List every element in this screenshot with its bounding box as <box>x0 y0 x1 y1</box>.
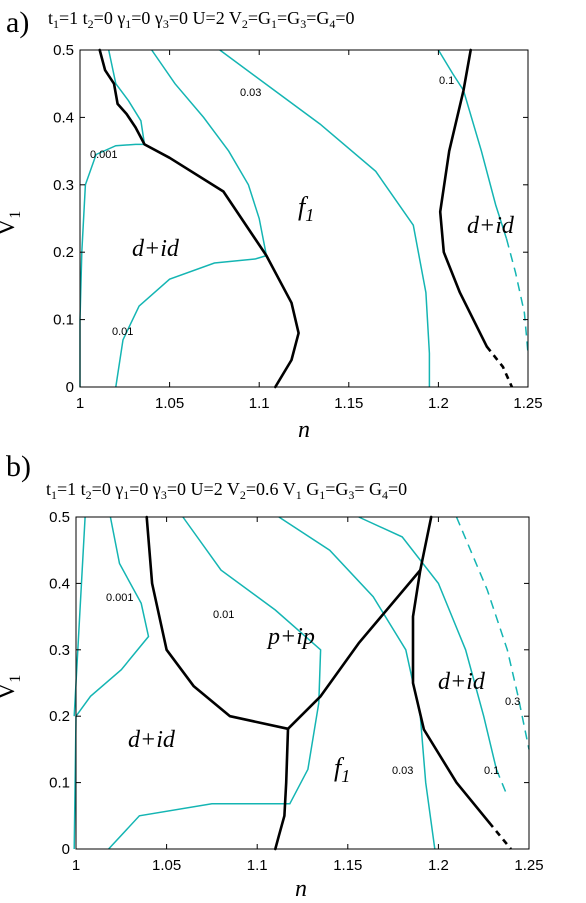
y-tick-label-a-3: 0.3 <box>53 177 74 194</box>
x-tick-label-a-1: 1.05 <box>155 395 184 412</box>
y-tick-label-b-5: 0.5 <box>49 509 70 526</box>
region-label-b-did-left: d+id <box>128 727 176 753</box>
phase-boundary-b-4 <box>411 568 491 824</box>
x-tick-label-b-0: 1 <box>72 857 80 874</box>
contour-label-a-003: 0.03 <box>240 87 261 99</box>
y-tick-label-b-3: 0.3 <box>49 642 70 659</box>
y-tick-label-b-2: 0.2 <box>49 708 70 725</box>
plot-frame-b <box>75 516 530 850</box>
x-tick-label-a-5: 1.25 <box>513 395 542 412</box>
y-axis-label-a: V1 <box>0 211 24 236</box>
x-tick-label-b-2: 1.1 <box>247 857 268 874</box>
contour-line-a-6 <box>505 238 529 354</box>
panel-b: b) t1=1 t2=0 γ1=0 γ3=0 U=2 V2=0.6 V1 G1=… <box>0 450 544 902</box>
plot-frame-a <box>79 49 529 388</box>
y-tick-label-a-5: 0.5 <box>53 42 74 59</box>
contour-line-b-2 <box>108 702 320 850</box>
y-tick-label-b-4: 0.4 <box>49 575 70 592</box>
contour-line-b-1 <box>73 516 150 850</box>
panel-b-params: t1=1 t2=0 γ1=0 γ3=0 U=2 V2=0.6 V1 G1=G3=… <box>46 479 407 502</box>
x-tick-label-b-3: 1.15 <box>333 857 362 874</box>
contour-line-b-7 <box>455 516 530 750</box>
contour-label-a-001: 0.01 <box>112 326 133 338</box>
contour-line-a-0 <box>79 143 145 387</box>
phase-boundary-a-2 <box>485 345 514 388</box>
x-axis-label-a: n <box>298 417 310 443</box>
y-tick-label-b-0: 0 <box>62 841 70 858</box>
contour-line-a-4 <box>219 49 431 387</box>
x-tick-label-a-2: 1.1 <box>249 395 270 412</box>
x-tick-label-a-3: 1.15 <box>334 395 363 412</box>
panel-label-b: b) <box>6 450 31 483</box>
contour-line-b-4 <box>278 516 436 850</box>
x-tick-label-a-0: 1 <box>76 395 84 412</box>
region-label-a-did-right: d+id <box>467 213 515 239</box>
plot-area-b: 1 1.05 1.1 1.15 1.2 1.25 0 0.1 0.2 0.3 0.4 0.5 <box>49 509 543 874</box>
plot-area-a: 1 1.05 1.1 1.15 1.2 1.25 0 0.1 0.2 0.3 0.4 0.5 <box>53 42 542 412</box>
x-tick-label-b-4: 1.2 <box>428 857 449 874</box>
contour-label-b-01: 0.1 <box>484 765 499 777</box>
x-axis-label-b: n <box>295 876 307 902</box>
contour-label-b-003: 0.03 <box>392 765 413 777</box>
y-tick-label-a-2: 0.2 <box>53 244 74 261</box>
y-tick-label-a-1: 0.1 <box>53 312 74 329</box>
region-label-a-did-left: d+id <box>132 236 180 262</box>
phase-boundary-b-3 <box>419 515 433 572</box>
contour-label-b-001: 0.01 <box>213 609 234 621</box>
contour-label-a-0001: 0.001 <box>90 149 118 161</box>
x-tick-label-b-5: 1.25 <box>514 857 543 874</box>
phase-boundary-b-0 <box>145 515 290 731</box>
panel-label-a: a) <box>6 6 29 39</box>
y-tick-label-a-0: 0 <box>66 379 74 396</box>
phase-boundary-a-1 <box>438 48 489 348</box>
y-tick-label-b-1: 0.1 <box>49 775 70 792</box>
contour-line-a-2 <box>115 254 267 388</box>
contour-line-a-1 <box>107 49 146 145</box>
region-label-b-f1: f1 <box>334 753 350 786</box>
panel-a-params: t1=1 t2=0 γ1=0 γ3=0 U=2 V2=G1=G3=G4=0 <box>48 8 355 31</box>
contour-line-b-6 <box>495 769 508 797</box>
region-label-b-did-right: d+id <box>438 669 486 695</box>
region-label-a-f1: f1 <box>298 192 314 225</box>
contour-label-a-01: 0.1 <box>439 75 454 87</box>
y-axis-label-b: V1 <box>0 675 24 700</box>
x-tick-label-b-1: 1.05 <box>152 857 181 874</box>
y-tick-label-a-4: 0.4 <box>53 109 74 126</box>
x-tick-label-a-4: 1.2 <box>428 395 449 412</box>
contour-line-a-5 <box>437 49 508 239</box>
contour-line-b-3 <box>182 516 322 703</box>
phase-boundary-b-2 <box>286 568 422 731</box>
contour-line-a-3 <box>151 49 268 256</box>
contour-line-b-5 <box>358 516 498 770</box>
panel-a: a) t1=1 t2=0 γ1=0 γ3=0 U=2 V2=G1=G3=G4=0… <box>0 6 543 443</box>
phase-boundary-a-0 <box>98 48 300 389</box>
contour-label-b-0001: 0.001 <box>106 592 134 604</box>
phase-boundary-b-5 <box>488 821 512 850</box>
phase-boundary-b-1 <box>274 727 290 851</box>
region-label-b-pip: p+ip <box>266 624 315 650</box>
contour-label-b-03: 0.3 <box>505 696 520 708</box>
